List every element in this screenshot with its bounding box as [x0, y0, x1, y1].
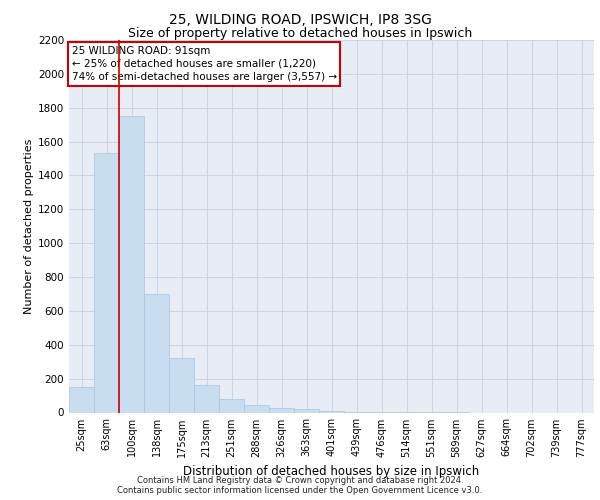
Bar — [144, 294, 169, 412]
Bar — [269, 408, 294, 412]
Text: Contains public sector information licensed under the Open Government Licence v3: Contains public sector information licen… — [118, 486, 482, 495]
Text: 25 WILDING ROAD: 91sqm
← 25% of detached houses are smaller (1,220)
74% of semi-: 25 WILDING ROAD: 91sqm ← 25% of detached… — [71, 46, 337, 82]
Bar — [244, 406, 269, 412]
Bar — [119, 116, 144, 412]
Bar — [94, 154, 119, 412]
Bar — [219, 399, 244, 412]
X-axis label: Distribution of detached houses by size in Ipswich: Distribution of detached houses by size … — [184, 465, 479, 478]
Bar — [319, 411, 344, 412]
Y-axis label: Number of detached properties: Number of detached properties — [24, 138, 34, 314]
Bar — [194, 386, 219, 412]
Text: Contains HM Land Registry data © Crown copyright and database right 2024.: Contains HM Land Registry data © Crown c… — [137, 476, 463, 485]
Bar — [69, 387, 94, 412]
Text: 25, WILDING ROAD, IPSWICH, IP8 3SG: 25, WILDING ROAD, IPSWICH, IP8 3SG — [169, 12, 431, 26]
Text: Size of property relative to detached houses in Ipswich: Size of property relative to detached ho… — [128, 28, 472, 40]
Bar — [294, 409, 319, 412]
Bar — [169, 358, 194, 412]
